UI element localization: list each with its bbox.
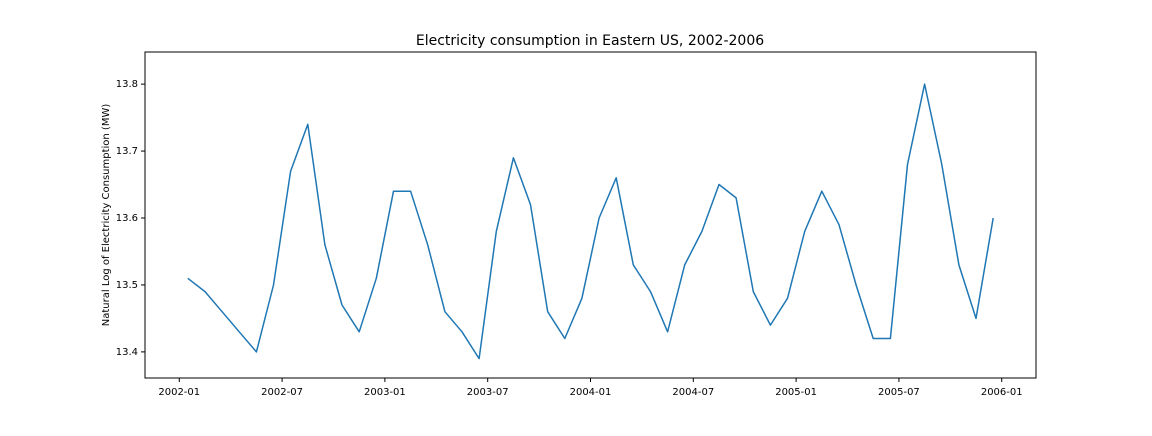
y-tick-label: 13.6 — [116, 213, 138, 224]
x-tick-label: 2002-01 — [158, 387, 200, 398]
x-tick-label: 2005-01 — [775, 387, 817, 398]
x-tick-label: 2004-01 — [570, 387, 612, 398]
data-line — [187, 83, 994, 360]
y-tick-label: 13.4 — [116, 347, 138, 358]
chart-title: Electricity consumption in Eastern US, 2… — [416, 33, 764, 49]
x-tick-label: 2002-07 — [261, 387, 303, 398]
x-tick-label: 2005-07 — [878, 387, 920, 398]
y-tick-label: 13.7 — [116, 146, 138, 157]
y-axis-label: Natural Log of Electricity Consumption (… — [101, 104, 112, 327]
x-tick-label: 2003-01 — [364, 387, 406, 398]
y-tick-label: 13.8 — [116, 79, 138, 90]
x-tick-label: 2004-07 — [672, 387, 714, 398]
x-tick-label: 2006-01 — [981, 387, 1023, 398]
y-tick-label: 13.5 — [116, 280, 138, 291]
x-tick-label: 2003-07 — [467, 387, 509, 398]
